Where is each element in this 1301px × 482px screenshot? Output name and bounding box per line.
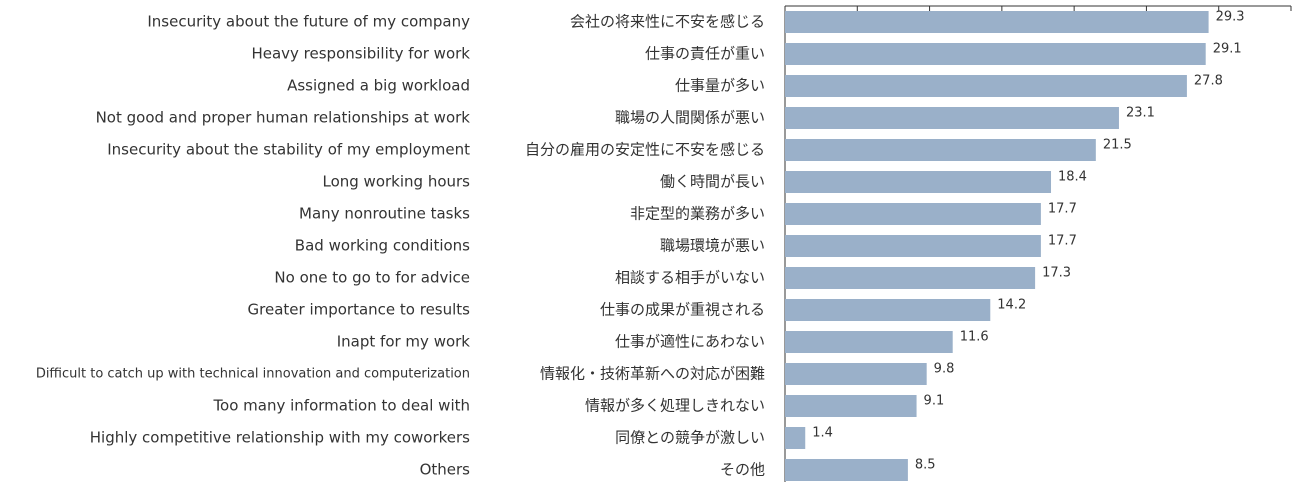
category-label-ja: 情報が多く処理しきれない: [585, 397, 765, 415]
category-label-ja: 同僚との競争が激しい: [615, 429, 765, 447]
bar: [785, 299, 991, 321]
category-label: Difficult to catch up with technical inn…: [36, 367, 470, 382]
value-label: 1.4: [812, 426, 833, 441]
value-label: 9.1: [924, 394, 945, 409]
bar: [785, 11, 1209, 33]
category-label: Others: [420, 461, 471, 479]
category-label-ja: 非定型的業務が多い: [630, 205, 765, 223]
category-label-ja: 情報化・技術革新への対応が困難: [540, 365, 765, 383]
category-label-ja: 職場の人間関係が悪い: [615, 109, 765, 127]
category-label: Greater importance to results: [248, 301, 471, 319]
value-label: 11.6: [960, 330, 989, 345]
category-label: Insecurity about the future of my compan…: [147, 13, 470, 31]
bar: [785, 75, 1187, 97]
category-label: Bad working conditions: [295, 237, 470, 255]
bar: [785, 171, 1052, 193]
bar: [785, 363, 927, 385]
value-label: 17.3: [1042, 266, 1071, 281]
category-label: Assigned a big workload: [287, 77, 470, 95]
category-label: Not good and proper human relationships …: [96, 109, 471, 127]
category-label-ja: 仕事が適性にあわない: [615, 333, 765, 351]
category-label-ja: 働く時間が長い: [660, 173, 765, 191]
value-label: 23.1: [1126, 106, 1155, 121]
bar: [785, 107, 1119, 129]
bar: [785, 427, 806, 449]
category-label: Many nonroutine tasks: [299, 205, 470, 223]
value-label: 14.2: [997, 298, 1026, 313]
value-label: 21.5: [1103, 138, 1132, 153]
category-label-ja: 会社の将来性に不安を感じる: [570, 13, 765, 31]
bar: [785, 267, 1036, 289]
category-label: No one to go to for advice: [274, 269, 470, 287]
value-label: 29.1: [1213, 42, 1242, 57]
category-label: Inapt for my work: [337, 333, 471, 351]
value-label: 9.8: [934, 362, 955, 377]
category-label: Insecurity about the stability of my emp…: [107, 141, 470, 159]
category-label-ja: 相談する相手がいない: [615, 269, 765, 287]
bar: [785, 395, 917, 417]
category-label-ja: その他: [720, 461, 765, 479]
value-label: 29.3: [1216, 10, 1245, 25]
category-label-ja: 自分の雇用の安定性に不安を感じる: [525, 141, 765, 159]
value-label: 17.7: [1048, 234, 1077, 249]
bar: [785, 331, 953, 353]
bar: [785, 139, 1096, 161]
bar: [785, 43, 1206, 65]
bar: [785, 235, 1041, 257]
category-label-ja: 仕事量が多い: [675, 77, 765, 95]
category-label-ja: 仕事の成果が重視される: [600, 301, 765, 319]
category-label-ja: 仕事の責任が重い: [645, 45, 765, 63]
value-label: 18.4: [1058, 170, 1087, 185]
category-label-ja: 職場環境が悪い: [660, 237, 765, 255]
category-label: Heavy responsibility for work: [251, 45, 470, 63]
category-label: Highly competitive relationship with my …: [90, 429, 470, 447]
value-label: 27.8: [1194, 74, 1223, 89]
bar: [785, 459, 908, 481]
bar: [785, 203, 1041, 225]
value-label: 8.5: [915, 458, 936, 473]
category-label: Long working hours: [322, 173, 470, 191]
category-label: Too many information to deal with: [212, 397, 470, 415]
value-label: 17.7: [1048, 202, 1077, 217]
